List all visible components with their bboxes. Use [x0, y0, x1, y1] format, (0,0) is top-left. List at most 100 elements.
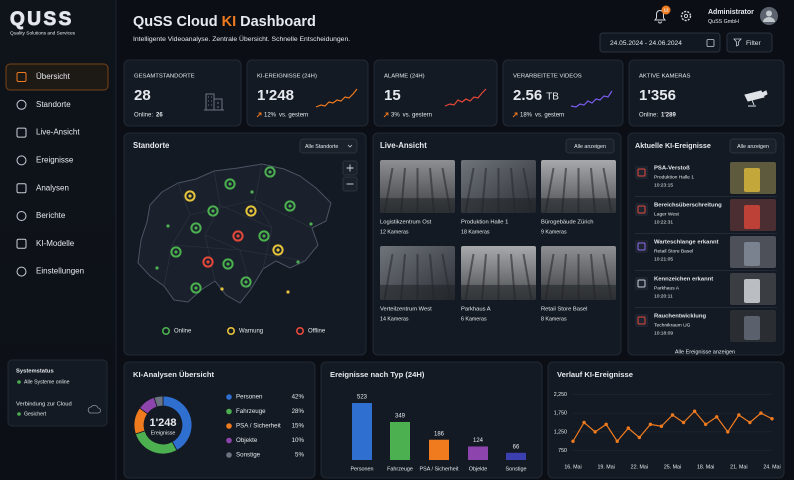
nav-item[interactable]: Analysen: [16, 183, 69, 194]
nav-label[interactable]: Übersicht: [36, 72, 71, 81]
camera-tile[interactable]: Produktion Halle 1 18 Kameras: [461, 160, 536, 235]
kpi-note-label: Online:: [639, 113, 658, 119]
filter-button[interactable]: Filter: [726, 32, 773, 53]
calendar-icon: [706, 39, 715, 47]
events-footer[interactable]: Alle Ereignisse anzeigen: [675, 349, 735, 355]
nav-item[interactable]: Übersicht: [5, 63, 109, 91]
avatar-head: [766, 10, 772, 17]
event-location: Parkhaus A: [654, 285, 680, 291]
bar: [352, 403, 372, 460]
legend-value: 42%: [292, 394, 305, 401]
bar: [506, 452, 526, 460]
event-item[interactable]: Warteschlange erkannt Retail Store Basel 1…: [635, 236, 776, 268]
nav-item[interactable]: KI-Modelle: [16, 238, 75, 249]
camera-tile[interactable]: Logistikzentrum Ost 12 Kameras: [380, 160, 455, 235]
nav-label[interactable]: Ereignisse: [36, 156, 74, 165]
camera-tile[interactable]: Parkhaus A 6 Kameras: [461, 246, 536, 322]
legend-label: Online: [174, 329, 192, 335]
title-end: Dashboard: [240, 14, 316, 30]
event-item[interactable]: Rauchentwicklung Technikraum UG 10:18:09: [635, 310, 776, 342]
event-item[interactable]: Bereichsüberschreitung Lager West 10:22:31: [635, 199, 776, 231]
x-tick-label: PSA / Sicherheit: [420, 466, 459, 472]
camera-count: 8 Kameras: [541, 316, 567, 322]
map-pin-small: [286, 290, 290, 294]
kpi-note-value: 26: [156, 113, 163, 119]
date-picker[interactable]: 24.05.2024 - 24.06.2024: [599, 32, 721, 53]
cloud-title: Verbindung zur Cloud: [16, 402, 72, 408]
kpi-note: vs. gestern: [279, 113, 308, 119]
camera-tile[interactable]: Retail Store Basel 8 Kameras: [541, 246, 616, 322]
event-item[interactable]: PSA-Verstoß Produktion Halle 1 10:23:15: [635, 162, 776, 194]
map-pin-core: [194, 226, 198, 230]
event-icon: [637, 242, 646, 251]
nav-label[interactable]: KI-Modelle: [36, 239, 75, 248]
x-tick-label: 22. Mai: [631, 464, 648, 470]
kpi-value: 2.56: [513, 87, 542, 104]
bar-label: 186: [434, 431, 445, 437]
map-pin-core: [276, 248, 280, 252]
legend-marker: [226, 423, 232, 429]
logo-tagline: Quality Solutions and Services: [10, 30, 76, 36]
event-item[interactable]: Kennzeichen erkannt Parkhaus A 10:20:11: [635, 273, 776, 305]
bar: [468, 446, 488, 460]
button-box: [729, 138, 777, 154]
event-icon: [637, 279, 646, 288]
kpi-label: ALARME (24H): [384, 74, 425, 80]
x-tick-label: 18. Mai: [697, 464, 714, 470]
legend-marker: [227, 326, 236, 335]
nav-icon: [16, 155, 27, 166]
nav-label[interactable]: Standorte: [36, 100, 71, 109]
settings-button[interactable]: [680, 10, 692, 22]
kpi-value: 1'248: [257, 87, 294, 104]
map-pin-core: [188, 194, 192, 198]
sparkline: [444, 88, 487, 107]
map-pin-core: [236, 234, 240, 238]
event-thumb-detail: [744, 316, 760, 340]
event-location: Retail Store Basel: [654, 248, 693, 254]
user-company: QuSS GmbH: [708, 19, 739, 25]
view-all-button[interactable]: Alle anzeigen: [729, 138, 777, 154]
nav-item[interactable]: Live-Ansicht: [16, 127, 80, 138]
nav-icon: [16, 127, 27, 138]
trend-point: [737, 413, 741, 417]
feed-floor: [541, 198, 616, 213]
status-box: [7, 359, 108, 427]
map-pin-core: [174, 250, 178, 254]
notifications-button[interactable]: 12: [654, 5, 671, 24]
trend-point: [582, 420, 586, 425]
zoom-in[interactable]: [342, 160, 358, 176]
card-title: Aktuelle KI-Ereignisse: [635, 141, 711, 150]
camera-tile[interactable]: Verteilzentrum West 14 Kameras: [380, 246, 455, 322]
cloud-state: Gesichert: [24, 411, 47, 417]
nav-item[interactable]: Ereignisse: [16, 155, 74, 166]
trend-point: [571, 439, 575, 443]
map-pin-core: [194, 286, 198, 290]
nav-label[interactable]: Live-Ansicht: [36, 128, 80, 137]
donut-total-label: Ereignisse: [151, 430, 176, 436]
nav-item[interactable]: Standorte: [16, 99, 71, 110]
view-all-button[interactable]: Alle anzeigen: [565, 138, 615, 154]
nav-icon: [16, 238, 27, 249]
camera-name: Logistikzentrum Ost: [380, 220, 432, 226]
donut-segment: [153, 395, 164, 408]
dropdown-label: Alle Standorte: [305, 144, 338, 150]
map-border: [204, 204, 273, 290]
nav-label[interactable]: Berichte: [36, 211, 66, 220]
x-tick-label: 19. Mai: [597, 464, 614, 470]
event-thumb-detail: [744, 279, 760, 303]
chart-title: Verlauf KI-Ereignisse: [557, 370, 633, 379]
nav-item[interactable]: Einstellungen: [16, 266, 84, 277]
map-pin-core: [262, 234, 266, 238]
nav-label[interactable]: Analysen: [36, 183, 69, 192]
nav-label[interactable]: Einstellungen: [36, 267, 84, 276]
cloud-dot: [17, 412, 21, 416]
camera-tile[interactable]: Bürogebäude Zürich 9 Kameras: [541, 160, 616, 235]
event-icon: [637, 205, 646, 214]
legend-label: Warnung: [239, 329, 263, 335]
nav-item[interactable]: Berichte: [16, 211, 66, 221]
kpi-trend: 3%: [391, 113, 400, 119]
location-filter[interactable]: Alle Standorte: [299, 138, 358, 154]
zoom-out[interactable]: [342, 176, 358, 192]
camera-count: 14 Kameras: [380, 316, 409, 322]
